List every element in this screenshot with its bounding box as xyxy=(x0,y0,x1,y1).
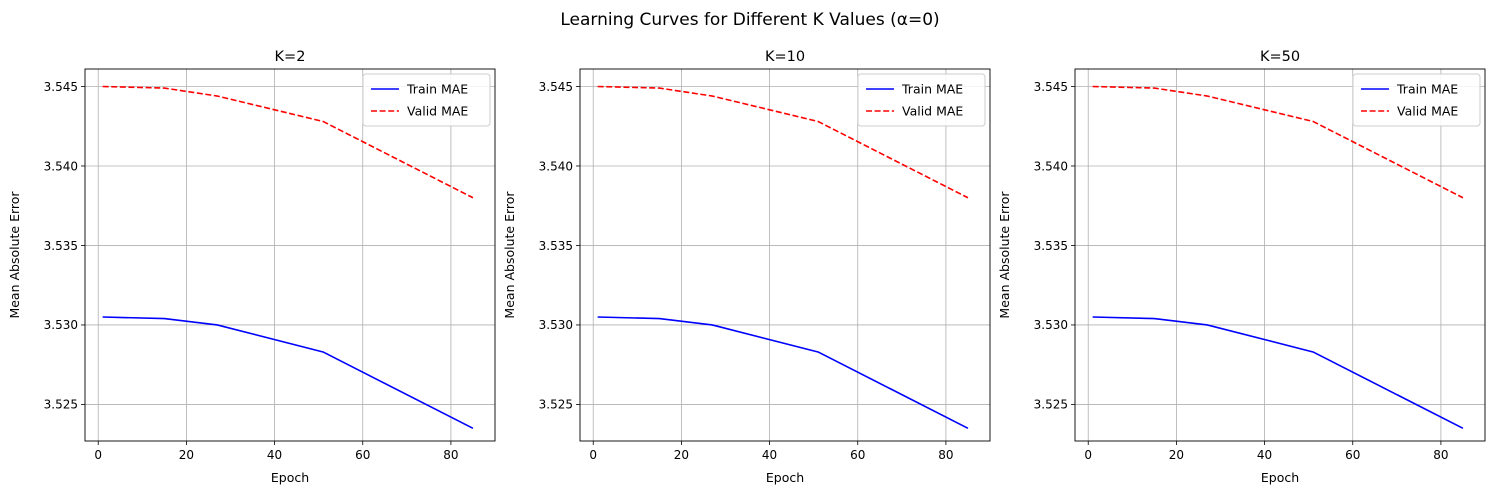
x-tick-label: 60 xyxy=(1345,448,1360,462)
y-axis-label: Mean Absolute Error xyxy=(997,191,1012,319)
chart-title: K=10 xyxy=(765,49,805,65)
chart-title: K=50 xyxy=(1260,49,1300,65)
legend: Train MAE Valid MAE xyxy=(857,73,986,127)
y-tick-label: 3.545 xyxy=(44,80,78,94)
series-line-train xyxy=(597,316,969,429)
axes-frame xyxy=(579,68,991,442)
y-tick-label: 3.545 xyxy=(539,80,573,94)
y-tick-label: 3.535 xyxy=(44,239,78,253)
legend-label-train: Train MAE xyxy=(1396,82,1458,97)
chart-title: K=2 xyxy=(275,49,306,65)
x-tick-label: 0 xyxy=(589,448,597,462)
series-line-valid xyxy=(1092,85,1464,199)
figure-suptitle: Learning Curves for Different K Values (… xyxy=(560,10,939,30)
x-tick-label: 80 xyxy=(938,448,953,462)
chart-panel-3: 0 20 40 60 80 3.525 3.530 3.535 3.540 3.545 K=50 Ep… xyxy=(997,49,1486,485)
y-axis-label: Mean Absolute Error xyxy=(502,191,517,319)
series-line-train xyxy=(1092,316,1464,429)
y-tick-label: 3.545 xyxy=(1034,80,1068,94)
series-line-valid xyxy=(597,85,969,199)
y-tick-label: 3.530 xyxy=(1034,318,1068,332)
x-tick-label: 0 xyxy=(94,448,102,462)
y-tick-label: 3.525 xyxy=(539,398,573,412)
axes-frame xyxy=(1074,68,1486,442)
x-axis-label: Epoch xyxy=(1261,470,1299,485)
legend-label-valid: Valid MAE xyxy=(1397,104,1458,119)
legend-label-train: Train MAE xyxy=(406,82,468,97)
x-tick-label: 80 xyxy=(443,448,458,462)
x-tick-label: 80 xyxy=(1433,448,1448,462)
y-tick-label: 3.525 xyxy=(1034,398,1068,412)
y-tick-label: 3.525 xyxy=(44,398,78,412)
x-tick-label: 40 xyxy=(267,448,282,462)
series-line-valid xyxy=(102,85,474,199)
chart-panel-1: 0 20 40 60 80 3.525 3.530 3.535 3.540 3.545 K=2 Epo… xyxy=(7,49,496,485)
chart-panel-2: 0 20 40 60 80 3.525 3.530 3.535 3.540 3.545 K=10 Ep… xyxy=(502,49,991,485)
y-tick-label: 3.540 xyxy=(44,159,78,173)
x-tick-label: 40 xyxy=(762,448,777,462)
legend-label-valid: Valid MAE xyxy=(407,104,468,119)
x-axis-label: Epoch xyxy=(766,470,804,485)
y-tick-label: 3.535 xyxy=(539,239,573,253)
legend-box xyxy=(1352,73,1481,127)
legend: Train MAE Valid MAE xyxy=(362,73,491,127)
legend: Train MAE Valid MAE xyxy=(1352,73,1481,127)
axes-frame xyxy=(84,68,496,442)
y-axis-label: Mean Absolute Error xyxy=(7,191,22,319)
x-tick-label: 60 xyxy=(850,448,865,462)
y-tick-label: 3.540 xyxy=(539,159,573,173)
x-tick-label: 0 xyxy=(1084,448,1092,462)
legend-box xyxy=(362,73,491,127)
y-tick-label: 3.530 xyxy=(44,318,78,332)
series-line-train xyxy=(102,316,474,429)
y-tick-label: 3.540 xyxy=(1034,159,1068,173)
x-tick-label: 40 xyxy=(1257,448,1272,462)
x-tick-label: 20 xyxy=(179,448,194,462)
legend-label-valid: Valid MAE xyxy=(902,104,963,119)
legend-label-train: Train MAE xyxy=(901,82,963,97)
y-tick-label: 3.535 xyxy=(1034,239,1068,253)
y-tick-label: 3.530 xyxy=(539,318,573,332)
x-axis-label: Epoch xyxy=(271,470,309,485)
x-tick-label: 60 xyxy=(355,448,370,462)
legend-box xyxy=(857,73,986,127)
x-tick-label: 20 xyxy=(674,448,689,462)
x-tick-label: 20 xyxy=(1169,448,1184,462)
